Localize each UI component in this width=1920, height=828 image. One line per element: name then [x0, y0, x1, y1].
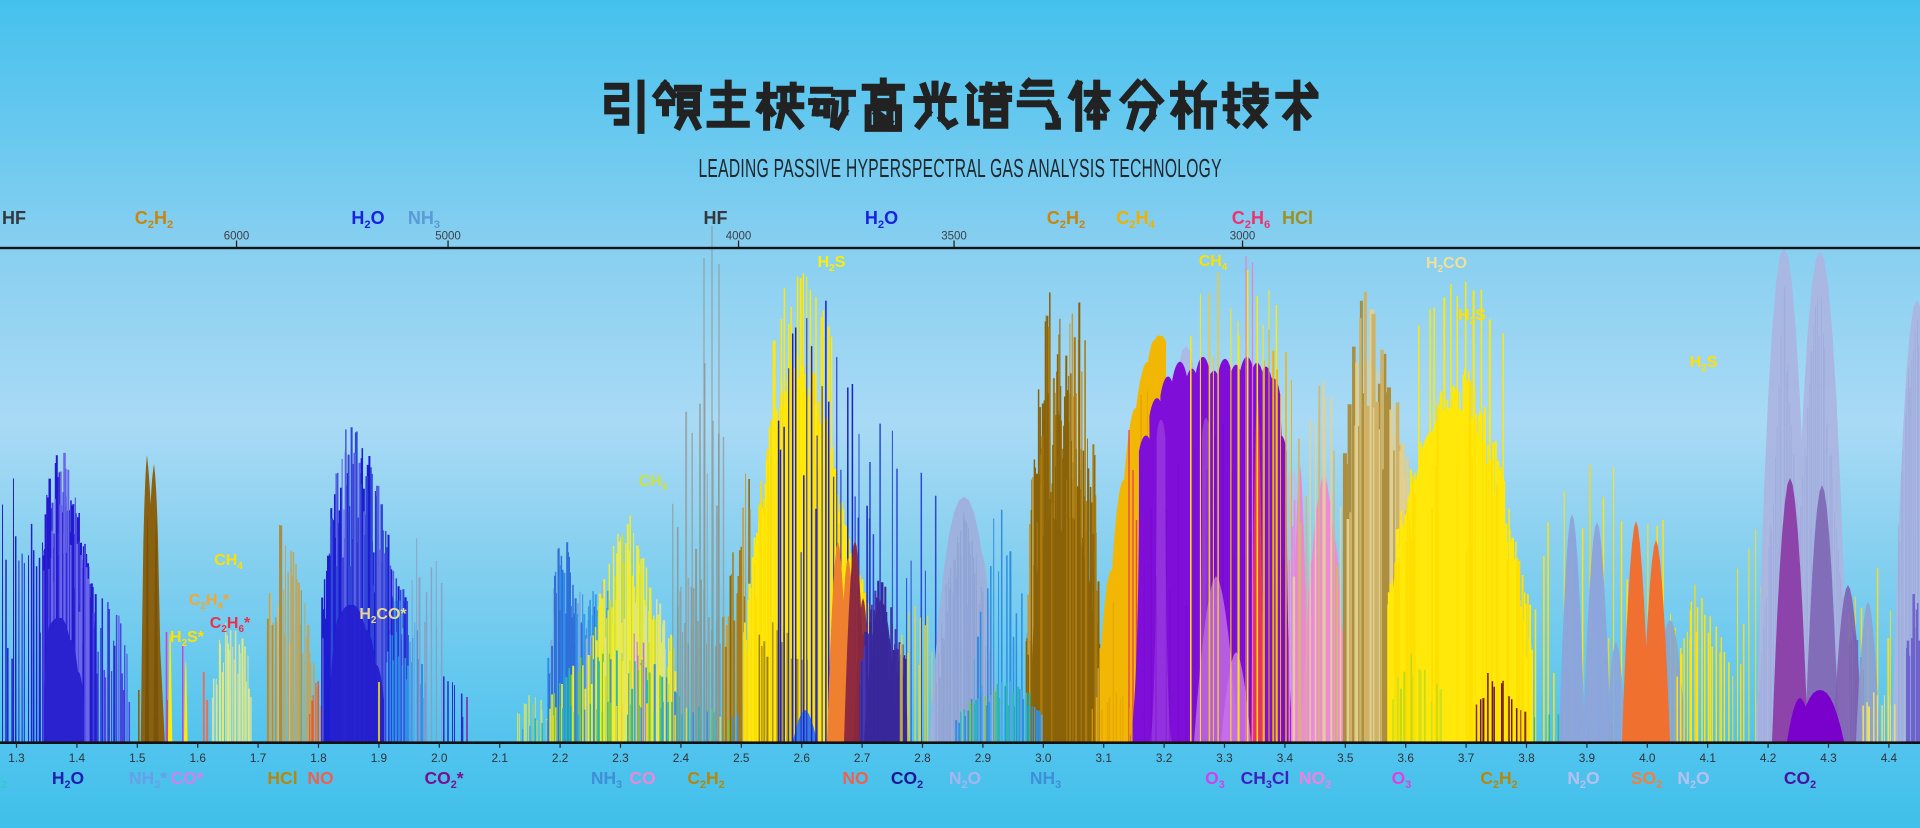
svg-text:3.2: 3.2	[1156, 751, 1172, 765]
svg-text:4.2: 4.2	[1760, 751, 1776, 765]
svg-text:H2 CO: H2 CO	[1426, 255, 1467, 275]
svg-text:O2: O2	[0, 768, 7, 791]
svg-text:2.2: 2.2	[552, 751, 568, 765]
svg-text:H2 O: H2 O	[351, 208, 384, 231]
svg-text:HCl: HCl	[1282, 208, 1313, 228]
svg-text:1.6: 1.6	[189, 751, 206, 765]
svg-text:1.9: 1.9	[371, 751, 387, 765]
svg-text:CO2: CO2	[891, 768, 923, 791]
svg-text:1.5: 1.5	[129, 751, 146, 765]
svg-text:C2 H4: C2 H4	[1116, 208, 1155, 231]
svg-text:3.1: 3.1	[1095, 751, 1111, 765]
svg-text:2.8: 2.8	[914, 751, 931, 765]
svg-text:CO*: CO*	[170, 768, 203, 788]
svg-text:2.0: 2.0	[431, 751, 448, 765]
svg-text:C2 H2: C2 H2	[1047, 208, 1086, 231]
svg-text:4.4: 4.4	[1881, 751, 1898, 765]
svg-text:H2 S: H2 S	[1458, 307, 1486, 327]
svg-text:2.5: 2.5	[733, 751, 750, 765]
svg-text:H2 S: H2 S	[1690, 354, 1718, 374]
svg-text:1.3: 1.3	[8, 751, 25, 765]
svg-text:O3: O3	[1392, 768, 1412, 791]
svg-text:C2 H4 *: C2 H4 *	[189, 592, 230, 612]
svg-text:N2 O: N2 O	[1567, 768, 1599, 791]
svg-text:3.4: 3.4	[1277, 751, 1294, 765]
svg-text:4.3: 4.3	[1820, 751, 1837, 765]
svg-text:H2 S: H2 S	[818, 254, 846, 274]
svg-text:CH4: CH4	[1199, 253, 1228, 273]
svg-text:O3: O3	[1205, 768, 1225, 791]
svg-text:CH4: CH4	[639, 473, 668, 493]
svg-text:NH3: NH3	[591, 768, 622, 791]
svg-text:SO2: SO2	[1631, 768, 1662, 791]
svg-text:2.9: 2.9	[975, 751, 991, 765]
svg-text:CH3 Cl: CH3 Cl	[1241, 768, 1290, 791]
svg-text:H2 CO*: H2 CO*	[359, 606, 407, 626]
svg-text:NO2: NO2	[1299, 768, 1331, 791]
svg-text:C2 H2: C2 H2	[135, 208, 174, 231]
svg-text:NH3: NH3	[408, 208, 440, 231]
svg-text:C2 H6 *: C2 H6 *	[210, 615, 251, 635]
svg-text:5000: 5000	[435, 231, 461, 243]
svg-text:CO2 *: CO2 *	[424, 768, 463, 791]
svg-text:2.6: 2.6	[793, 751, 810, 765]
svg-text:N2 O: N2 O	[949, 768, 981, 791]
svg-text:4.0: 4.0	[1639, 751, 1656, 765]
svg-text:2.3: 2.3	[612, 751, 629, 765]
svg-text:HF: HF	[704, 208, 728, 228]
svg-text:N2 O: N2 O	[1677, 768, 1709, 791]
svg-text:HF: HF	[2, 208, 26, 228]
svg-text:H2 O: H2 O	[865, 208, 898, 231]
svg-text:4000: 4000	[726, 231, 752, 243]
svg-text:2.4: 2.4	[673, 751, 690, 765]
svg-text:3.0: 3.0	[1035, 751, 1052, 765]
svg-text:2.7: 2.7	[854, 751, 870, 765]
svg-text:3.6: 3.6	[1397, 751, 1414, 765]
svg-text:CH4: CH4	[214, 552, 243, 572]
svg-text:NH3 *: NH3 *	[129, 768, 167, 791]
svg-text:1.4: 1.4	[69, 751, 86, 765]
svg-text:NO: NO	[307, 768, 333, 788]
svg-text:3.5: 3.5	[1337, 751, 1354, 765]
svg-text:C2 H2: C2 H2	[1480, 768, 1517, 791]
svg-text:3000: 3000	[1230, 231, 1256, 243]
svg-text:HCl: HCl	[267, 768, 297, 788]
svg-text:CO2: CO2	[1784, 768, 1816, 791]
svg-text:NH3: NH3	[1030, 768, 1061, 791]
svg-text:C2 H2: C2 H2	[687, 768, 724, 791]
svg-text:6000: 6000	[224, 231, 250, 243]
svg-text:3.9: 3.9	[1579, 751, 1595, 765]
svg-text:CO: CO	[629, 768, 655, 788]
svg-text:1.8: 1.8	[310, 751, 327, 765]
svg-text:H2 O: H2 O	[52, 768, 84, 791]
svg-text:3.3: 3.3	[1216, 751, 1233, 765]
svg-text:4.1: 4.1	[1699, 751, 1715, 765]
svg-text:3.8: 3.8	[1518, 751, 1535, 765]
svg-text:3.7: 3.7	[1458, 751, 1474, 765]
svg-text:H2 S*: H2 S*	[170, 629, 205, 649]
svg-text:2.1: 2.1	[491, 751, 507, 765]
svg-text:NO: NO	[842, 768, 868, 788]
svg-text:1.7: 1.7	[250, 751, 266, 765]
svg-text:C2 H6: C2 H6	[1232, 208, 1271, 231]
svg-text:3500: 3500	[941, 231, 967, 243]
